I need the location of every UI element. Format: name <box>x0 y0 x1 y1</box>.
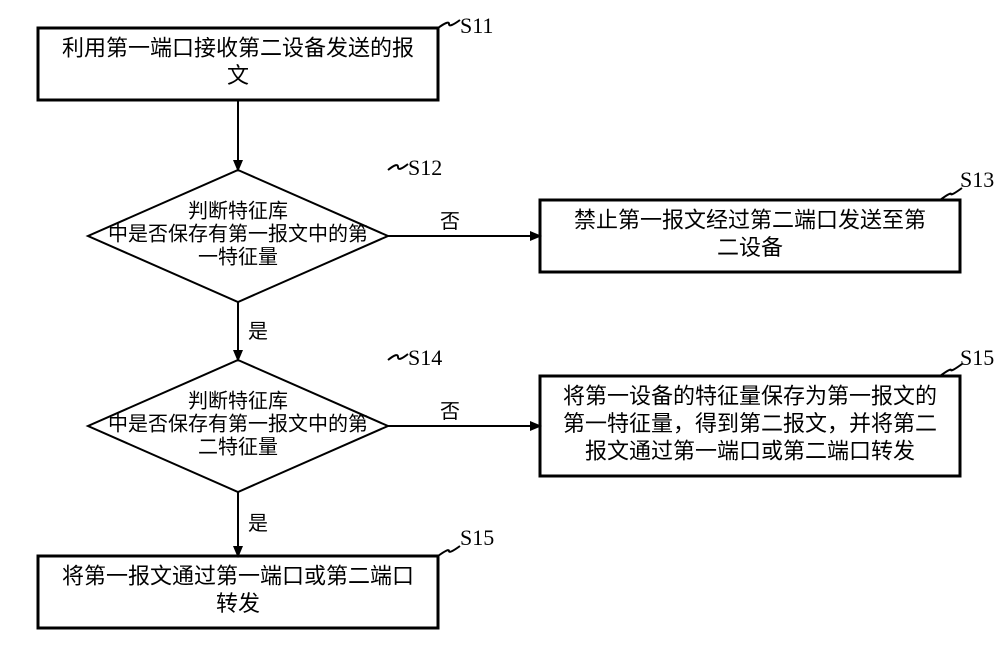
node-n11: 利用第一端口接收第二设备发送的报文 <box>38 28 438 100</box>
node-n15a-line-0: 将第一设备的特征量保存为第一报文的 <box>563 384 937 409</box>
label-s14: S14 <box>408 345 442 370</box>
node-n13-line-0: 禁止第一报文经过第二端口发送至第 <box>574 207 926 232</box>
label-s15a: S15 <box>960 345 994 370</box>
node-n15b: 将第一报文通过第一端口或第二端口转发 <box>38 556 438 628</box>
node-n15a-line-2: 报文通过第一端口或第二端口转发 <box>585 439 915 464</box>
node-n15a-line-1: 第一特征量，得到第二报文，并将第二 <box>563 411 937 436</box>
node-n12-line-2: 一特征量 <box>198 246 278 269</box>
label-s11: S11 <box>460 13 493 38</box>
node-n12-line-0: 判断特征库 <box>188 200 288 223</box>
label-s15b: S15 <box>460 525 494 550</box>
label-s12: S12 <box>408 155 442 180</box>
branch-label-3: 否 <box>440 401 460 423</box>
node-n14-line-1: 中是否保存有第一报文中的第 <box>108 413 368 436</box>
node-n13: 禁止第一报文经过第二端口发送至第二设备 <box>540 200 960 272</box>
branch-label-2: 是 <box>248 321 268 343</box>
node-n11-line-0: 利用第一端口接收第二设备发送的报 <box>62 35 414 60</box>
node-n14-line-2: 二特征量 <box>198 436 278 459</box>
node-n15b-line-0: 将第一报文通过第一端口或第二端口 <box>62 563 414 588</box>
branch-label-1: 否 <box>440 211 460 233</box>
node-n13-line-1: 二设备 <box>717 235 783 260</box>
node-n15a: 将第一设备的特征量保存为第一报文的第一特征量，得到第二报文，并将第二报文通过第一… <box>540 376 960 476</box>
node-n12: 判断特征库中是否保存有第一报文中的第一特征量 <box>88 170 388 302</box>
branch-label-4: 是 <box>248 513 268 535</box>
node-n14-line-0: 判断特征库 <box>188 390 288 413</box>
node-n15b-line-1: 转发 <box>216 591 260 616</box>
node-n12-line-1: 中是否保存有第一报文中的第 <box>108 223 368 246</box>
node-n11-line-1: 文 <box>227 63 249 88</box>
node-n14: 判断特征库中是否保存有第一报文中的第二特征量 <box>88 360 388 492</box>
label-s13: S13 <box>960 167 994 192</box>
